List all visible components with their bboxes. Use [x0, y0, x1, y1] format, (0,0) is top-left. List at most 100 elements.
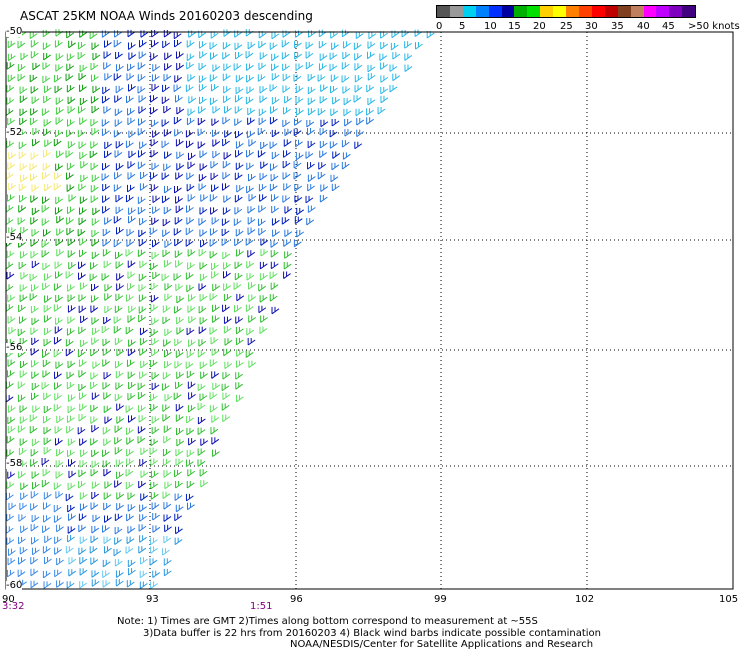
wind-barb: [293, 161, 302, 169]
wind-barb: [8, 152, 17, 160]
wind-barb: [161, 119, 170, 127]
wind-barb: [139, 260, 148, 269]
wind-barb: [31, 317, 40, 326]
wind-barb: [66, 162, 75, 171]
wind-barb: [32, 128, 41, 136]
wind-barb: [283, 239, 292, 247]
wind-barb: [53, 504, 62, 513]
wind-barb: [389, 64, 398, 72]
wind-barb: [6, 436, 15, 444]
wind-barb: [175, 283, 184, 292]
wind-barb: [329, 52, 338, 61]
wind-barb: [138, 95, 147, 103]
wind-barb: [17, 64, 26, 72]
map-frame: [5, 31, 734, 590]
wind-barb: [114, 537, 122, 545]
wind-barb: [102, 580, 111, 588]
wind-barb: [185, 140, 194, 149]
wind-barb: [210, 172, 219, 181]
wind-barb: [56, 216, 65, 224]
wind-barb: [294, 195, 303, 203]
wind-barb: [188, 339, 196, 348]
wind-barb: [163, 74, 172, 82]
wind-barb: [150, 119, 159, 128]
wind-barb: [7, 471, 16, 480]
wind-barb: [367, 41, 376, 49]
wind-barb: [173, 306, 182, 314]
wind-barb: [151, 372, 160, 380]
wind-barb: [269, 117, 278, 125]
wind-barb: [235, 229, 244, 237]
wind-barb: [114, 480, 122, 488]
wind-barb: [199, 361, 208, 370]
wind-barb: [19, 370, 28, 378]
wind-barb: [235, 337, 244, 346]
wind-barb: [270, 282, 279, 291]
wind-barb: [43, 447, 52, 455]
wind-barb: [115, 382, 124, 390]
wind-barb: [282, 73, 291, 82]
wind-barb: [55, 64, 64, 72]
wind-barb: [269, 141, 278, 149]
wind-barb: [186, 117, 195, 126]
wind-barb: [30, 305, 39, 314]
wind-barb: [89, 273, 98, 282]
wind-barb: [126, 513, 134, 522]
wind-barb: [284, 96, 292, 104]
wind-barb: [173, 31, 182, 40]
wind-barb: [8, 183, 17, 191]
wind-barb: [91, 174, 100, 183]
wind-barb: [330, 86, 338, 94]
wind-barb: [126, 437, 135, 445]
wind-barb: [102, 460, 111, 468]
wind-barb: [6, 140, 15, 149]
wind-barb: [44, 295, 52, 303]
wind-barb: [305, 195, 314, 204]
wind-barb: [127, 492, 136, 500]
wind-barb: [341, 62, 350, 70]
wind-barb: [66, 217, 74, 225]
wind-barb: [343, 97, 352, 106]
wind-barb: [235, 360, 244, 368]
wind-barb: [66, 426, 74, 434]
wind-barb: [197, 448, 206, 456]
wind-barb: [6, 194, 15, 202]
wind-barb: [283, 183, 292, 191]
wind-barb: [55, 491, 64, 499]
wind-barb: [32, 62, 41, 71]
wind-barb: [125, 194, 134, 203]
wind-barb: [164, 63, 172, 71]
wind-barb: [56, 228, 65, 236]
wind-barb: [284, 229, 293, 238]
wind-barb: [173, 228, 182, 236]
wind-barb: [126, 283, 135, 291]
wind-barb: [90, 96, 99, 104]
wind-barb: [188, 30, 196, 38]
wind-barb: [55, 97, 64, 105]
wind-barb: [188, 294, 196, 302]
wind-barb: [30, 108, 38, 116]
wind-barb: [7, 294, 16, 303]
wind-barb: [77, 52, 86, 60]
wind-barb: [175, 504, 184, 513]
wind-barb: [56, 249, 65, 257]
wind-barb: [79, 438, 87, 446]
wind-barb: [317, 108, 326, 116]
wind-barb: [67, 526, 76, 534]
wind-barb: [162, 491, 171, 500]
wind-barb: [176, 371, 185, 380]
colorbar-swatch: [578, 6, 592, 17]
wind-barb: [174, 217, 183, 225]
wind-barb: [355, 31, 364, 39]
wind-barb: [68, 40, 76, 49]
wind-barb: [78, 73, 87, 81]
wind-barb: [116, 348, 125, 357]
wind-barb: [174, 129, 182, 137]
wind-barb: [31, 229, 40, 237]
colorbar-label: 5: [459, 21, 466, 32]
wind-barb: [139, 504, 147, 513]
wind-barb: [41, 480, 50, 488]
wind-barb: [200, 240, 208, 248]
wind-barb: [341, 140, 350, 148]
wind-barb: [139, 327, 148, 336]
